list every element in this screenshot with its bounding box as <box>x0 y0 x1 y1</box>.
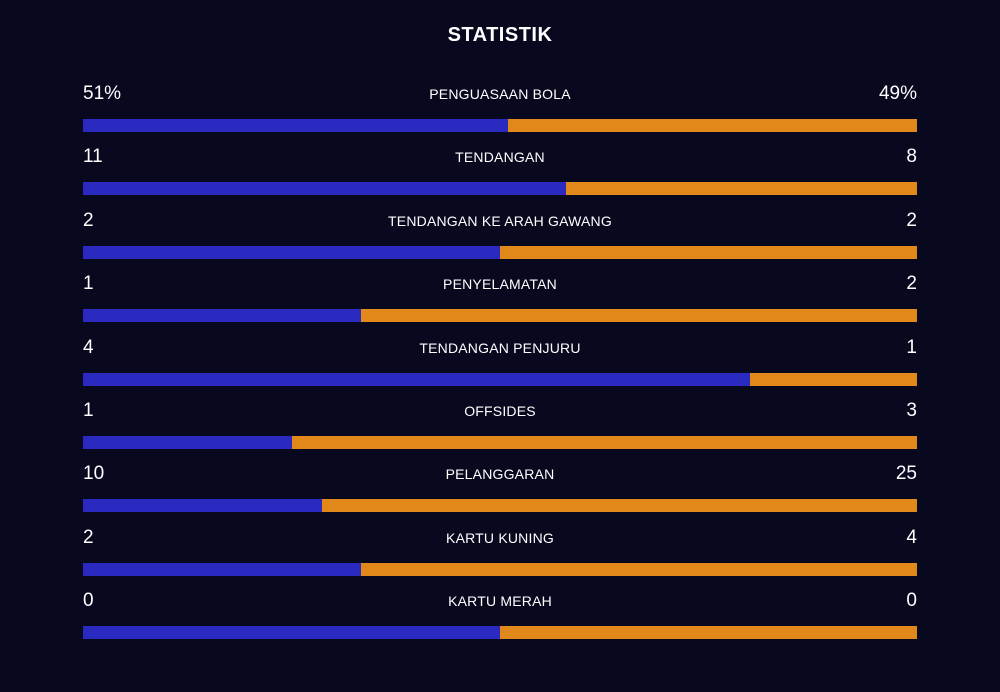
away-bar-fill <box>321 499 917 513</box>
stat-label: PENGUASAAN BOLA <box>429 86 571 102</box>
home-value: 4 <box>83 336 94 358</box>
home-value: 11 <box>83 146 103 168</box>
away-value: 2 <box>906 273 917 295</box>
home-value: 0 <box>83 590 94 612</box>
home-value: 2 <box>83 526 94 548</box>
home-bar-fill <box>83 119 509 132</box>
stat-row: 2 KARTU KUNING 4 <box>83 526 917 589</box>
home-value: 2 <box>83 209 94 231</box>
away-value: 1 <box>906 336 917 358</box>
comparison-bar <box>83 182 917 196</box>
away-bar-fill <box>508 119 917 132</box>
stat-values: 1 PENYELAMATAN 2 <box>83 272 917 296</box>
home-bar-fill <box>83 499 322 513</box>
stat-values: 51% PENGUASAAN BOLA 49% <box>83 82 917 106</box>
away-bar-fill <box>360 309 917 323</box>
stat-row: 1 PENYELAMATAN 2 <box>83 272 917 335</box>
away-value: 25 <box>895 463 917 485</box>
stat-values: 2 KARTU KUNING 4 <box>83 526 917 550</box>
stat-row: 1 OFFSIDES 3 <box>83 399 917 462</box>
stat-values: 11 TENDANGAN 8 <box>83 145 917 169</box>
stat-row: 2 TENDANGAN KE ARAH GAWANG 2 <box>83 209 917 272</box>
away-value: 2 <box>906 209 917 231</box>
home-bar-fill <box>83 182 566 196</box>
comparison-bar <box>83 309 917 323</box>
home-value: 1 <box>83 273 94 295</box>
stat-label: KARTU MERAH <box>448 593 552 610</box>
stats-list: 51% PENGUASAAN BOLA 49% 11 TENDANGAN 8 2… <box>83 82 917 653</box>
comparison-bar <box>83 562 917 576</box>
stat-label: TENDANGAN <box>455 149 545 166</box>
away-value: 3 <box>906 399 917 421</box>
stat-row: 10 PELANGGARAN 25 <box>83 462 917 525</box>
stat-row: 4 TENDANGAN PENJURU 1 <box>83 336 917 399</box>
stat-label: KARTU KUNING <box>446 529 554 546</box>
stat-row: 0 KARTU MERAH 0 <box>83 589 917 652</box>
away-bar-fill <box>565 182 917 196</box>
away-value: 0 <box>906 590 917 612</box>
comparison-bar <box>83 245 917 259</box>
stat-values: 10 PELANGGARAN 25 <box>83 462 917 486</box>
away-bar-fill <box>500 245 917 259</box>
away-bar-fill <box>500 626 917 640</box>
stat-label: TENDANGAN KE ARAH GAWANG <box>388 212 612 229</box>
comparison-bar <box>83 372 917 386</box>
comparison-bar <box>83 499 917 513</box>
home-value: 1 <box>83 399 94 421</box>
stat-values: 0 KARTU MERAH 0 <box>83 589 917 613</box>
away-value: 49% <box>878 83 917 104</box>
stat-row: 11 TENDANGAN 8 <box>83 145 917 208</box>
home-bar-fill <box>83 309 361 323</box>
stat-values: 2 TENDANGAN KE ARAH GAWANG 2 <box>83 209 917 233</box>
comparison-bar <box>83 435 917 449</box>
home-bar-fill <box>83 562 361 576</box>
away-value: 4 <box>906 526 917 548</box>
home-bar-fill <box>83 245 500 259</box>
home-bar-fill <box>83 435 292 449</box>
page-title: STATISTIK <box>447 24 553 46</box>
home-bar-fill <box>83 626 500 640</box>
stat-values: 4 TENDANGAN PENJURU 1 <box>83 336 917 360</box>
stat-label: OFFSIDES <box>464 402 536 419</box>
home-value: 51% <box>83 83 122 104</box>
away-bar-fill <box>360 562 917 576</box>
home-bar-fill <box>83 372 751 386</box>
stat-label: PENYELAMATAN <box>443 276 557 293</box>
stat-values: 1 OFFSIDES 3 <box>83 399 917 423</box>
stat-row: 51% PENGUASAAN BOLA 49% <box>83 82 917 145</box>
stat-label: PELANGGARAN <box>445 466 555 483</box>
away-bar-fill <box>291 435 917 449</box>
away-value: 8 <box>906 146 917 168</box>
comparison-bar <box>83 626 917 640</box>
comparison-bar <box>83 119 917 132</box>
home-value: 10 <box>83 463 105 485</box>
stat-label: TENDANGAN PENJURU <box>419 339 581 356</box>
away-bar-fill <box>750 372 917 386</box>
